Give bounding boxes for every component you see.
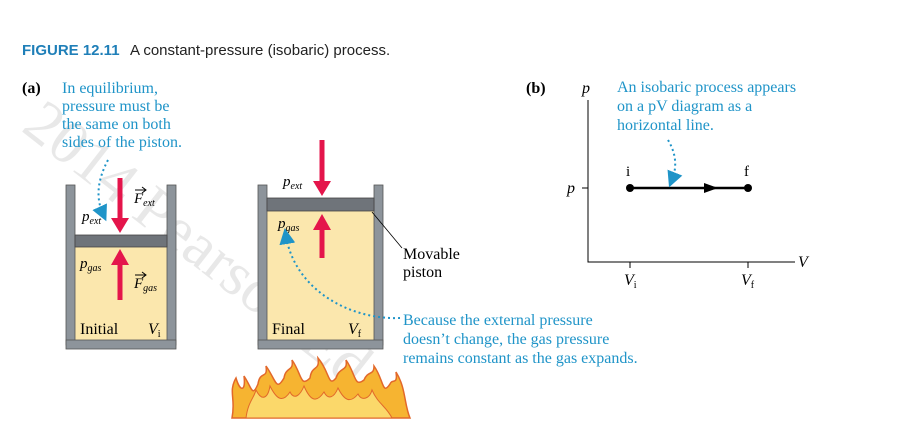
vector-arrow (135, 186, 147, 194)
force-arrow (111, 218, 129, 233)
wall (373, 184, 384, 346)
note-line: An isobaric process appears (617, 79, 796, 96)
vector-arrow (135, 271, 147, 279)
volume-label: Vi (148, 321, 161, 340)
wall (257, 184, 268, 346)
caption-line: remains constant as the gas expands. (403, 350, 638, 367)
pointer (667, 139, 683, 188)
pointer (279, 228, 401, 320)
figure-title: A constant-pressure (isobaric) process. (130, 42, 390, 59)
note-line: the same on both (62, 116, 171, 133)
caption-line: Because the external pressure (403, 312, 593, 329)
state-point (626, 184, 634, 192)
pointer (92, 159, 109, 222)
force-label: Fext (133, 191, 155, 209)
leader-line (371, 211, 403, 249)
caption-line: doesn’t change, the gas pressure (403, 331, 609, 348)
state-label: Final (272, 321, 305, 338)
x-tick-label: Vi (624, 272, 637, 291)
figure-label: FIGURE 12.11 (22, 42, 120, 59)
piston-label: Movable (403, 246, 460, 263)
wall (166, 184, 177, 346)
pressure-label: pgas (79, 256, 102, 274)
state-point (744, 184, 752, 192)
note-line: In equilibrium, (62, 80, 158, 97)
wall (65, 339, 177, 350)
piston-label: piston (403, 264, 442, 281)
x-axis-label: V (798, 254, 810, 271)
piston (266, 197, 375, 212)
panel-label: (a) (22, 80, 41, 97)
y-tick-label: p (566, 180, 575, 197)
x-tick-label: Vf (741, 272, 755, 291)
pressure-label: pext (282, 174, 302, 192)
panel-label: (b) (526, 80, 546, 97)
point-label: i (626, 164, 630, 180)
axes (587, 100, 795, 263)
flames (231, 355, 412, 419)
force-label: Fgas (133, 276, 157, 294)
note-line: pressure must be (62, 98, 170, 115)
force-arrow (313, 181, 331, 196)
note-line: on a pV diagram as a (617, 98, 752, 115)
force-arrow (111, 249, 129, 265)
note-line: horizontal line. (617, 117, 714, 134)
state-label: Initial (80, 321, 119, 338)
pressure-label: pext (81, 209, 101, 227)
point-label: f (744, 164, 749, 180)
direction-arrow (704, 183, 718, 193)
wall (65, 184, 76, 346)
y-axis-label: p (581, 80, 590, 97)
force-arrow (313, 214, 331, 230)
volume-label: Vf (348, 321, 362, 340)
wall (257, 339, 384, 350)
piston (74, 234, 168, 248)
note-line: sides of the piston. (62, 134, 182, 151)
